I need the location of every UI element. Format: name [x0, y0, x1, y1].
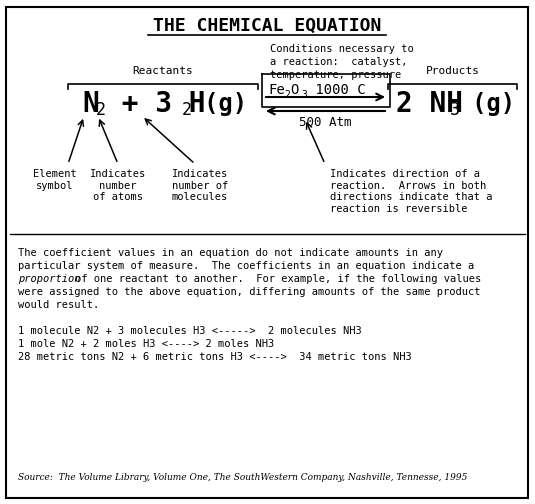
Text: 2: 2	[284, 90, 290, 99]
Text: 1 molecule N2 + 3 molecules H3 <----->  2 molecules NH3: 1 molecule N2 + 3 molecules H3 <-----> 2…	[18, 326, 362, 336]
Text: Indicates direction of a
reaction.  Arrows in both
directions indicate that a
re: Indicates direction of a reaction. Arrow…	[330, 169, 493, 214]
Text: + 3 H: + 3 H	[105, 90, 205, 118]
Text: Reactants: Reactants	[133, 66, 193, 76]
Text: of one reactant to another.  For example, if the following values: of one reactant to another. For example,…	[75, 274, 482, 284]
Text: would result.: would result.	[18, 300, 100, 310]
Text: 28 metric tons N2 + 6 metric tons H3 <---->  34 metric tons NH3: 28 metric tons N2 + 6 metric tons H3 <--…	[18, 352, 412, 362]
Text: 1 mole N2 + 2 moles H3 <----> 2 moles NH3: 1 mole N2 + 2 moles H3 <----> 2 moles NH…	[18, 339, 274, 349]
Text: 1000 C: 1000 C	[307, 84, 365, 97]
Text: 2: 2	[182, 101, 192, 119]
Text: 3: 3	[301, 90, 307, 99]
Text: Conditions necessary to: Conditions necessary to	[270, 44, 414, 54]
Text: Products: Products	[425, 66, 479, 76]
Text: particular system of measure.  The coefficients in an equation indicate a: particular system of measure. The coeffi…	[18, 261, 474, 271]
Text: were assigned to the above equation, differing amounts of the same product: were assigned to the above equation, dif…	[18, 287, 480, 297]
Text: proportion: proportion	[18, 274, 80, 284]
Text: 3: 3	[450, 101, 460, 119]
Text: 2 NH: 2 NH	[396, 90, 463, 118]
Text: O: O	[290, 84, 299, 97]
Text: The coefficient values in an equation do not indicate amounts in any: The coefficient values in an equation do…	[18, 248, 443, 258]
Text: a reaction:  catalyst,: a reaction: catalyst,	[270, 57, 408, 67]
Text: temperature, pressure: temperature, pressure	[270, 70, 401, 80]
Text: (g): (g)	[190, 92, 247, 116]
Text: N: N	[82, 90, 99, 118]
Text: Source:  The Volume Library, Volume One, The SouthWestern Company, Nashville, Te: Source: The Volume Library, Volume One, …	[18, 473, 468, 482]
Text: 500 Atm: 500 Atm	[299, 115, 351, 129]
Text: (g): (g)	[458, 92, 515, 116]
Text: THE CHEMICAL EQUATION: THE CHEMICAL EQUATION	[153, 17, 381, 35]
Text: Indicates
number of
molecules: Indicates number of molecules	[172, 169, 228, 202]
Text: 2: 2	[96, 101, 106, 119]
Text: Element
symbol: Element symbol	[33, 169, 77, 191]
Text: Fe: Fe	[268, 84, 285, 97]
Text: Indicates
number
of atoms: Indicates number of atoms	[90, 169, 146, 202]
